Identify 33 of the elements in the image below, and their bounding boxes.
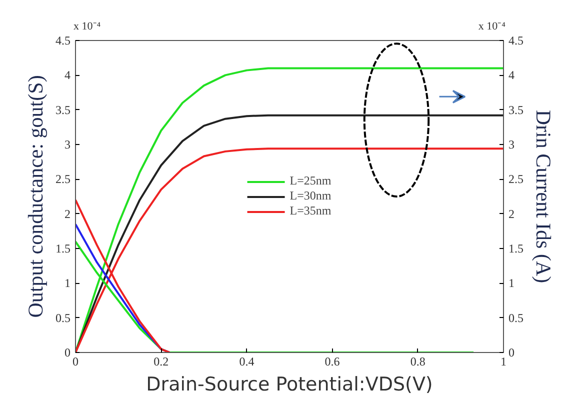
y2-tick-label: 3.5 [508,102,524,117]
x-tick-label: 0.2 [154,354,169,368]
y-tick-label: 3.5 [56,102,70,117]
y-tick-label: 4 [64,68,70,82]
y-axis-title: Output conductance: gout(S) [24,75,48,318]
legend-label: L=30nm [290,188,332,204]
y-tick-label: 4.5 [56,34,70,48]
y2-axis-title: Drin Current Ids (A) [532,110,556,284]
y2-tick-label: 1 [508,276,514,290]
y2-tick-label: 1.5 [508,242,524,256]
y-tick-label: 0.5 [56,310,70,325]
text: x 10⁻⁴ [478,20,506,32]
y-tick-label: 3 [64,138,70,152]
y2-tick-label: 4 [508,68,514,82]
y2-tick-label: 0 [508,346,514,360]
x-tick-label: 0.8 [410,354,426,368]
y2-tick-label: 3 [508,138,514,152]
y-tick-label: 1 [64,276,70,290]
y2-tick-label: 2 [508,206,514,221]
y-tick-label: 1.5 [56,242,70,256]
x-axis-title: Drain-Source Potential:VDS(V) [146,374,433,396]
y-tick-label: 2.5 [56,172,70,186]
y-tick-label: 2 [64,206,70,221]
y2-tick-label: 2.5 [508,172,524,186]
x-tick-label: 1 [500,354,506,368]
legend-label: L=35nm [290,204,332,218]
y2-tick-label: 0.5 [508,310,524,325]
x-tick-label: 0.4 [239,354,254,368]
y2-tick-label: 4.5 [508,34,524,48]
x-tick-label: 0.6 [324,354,340,368]
y-tick-label: 0 [64,346,70,360]
text: x 10⁻⁴ [74,20,101,32]
legend-label: L=25nm [290,174,332,188]
